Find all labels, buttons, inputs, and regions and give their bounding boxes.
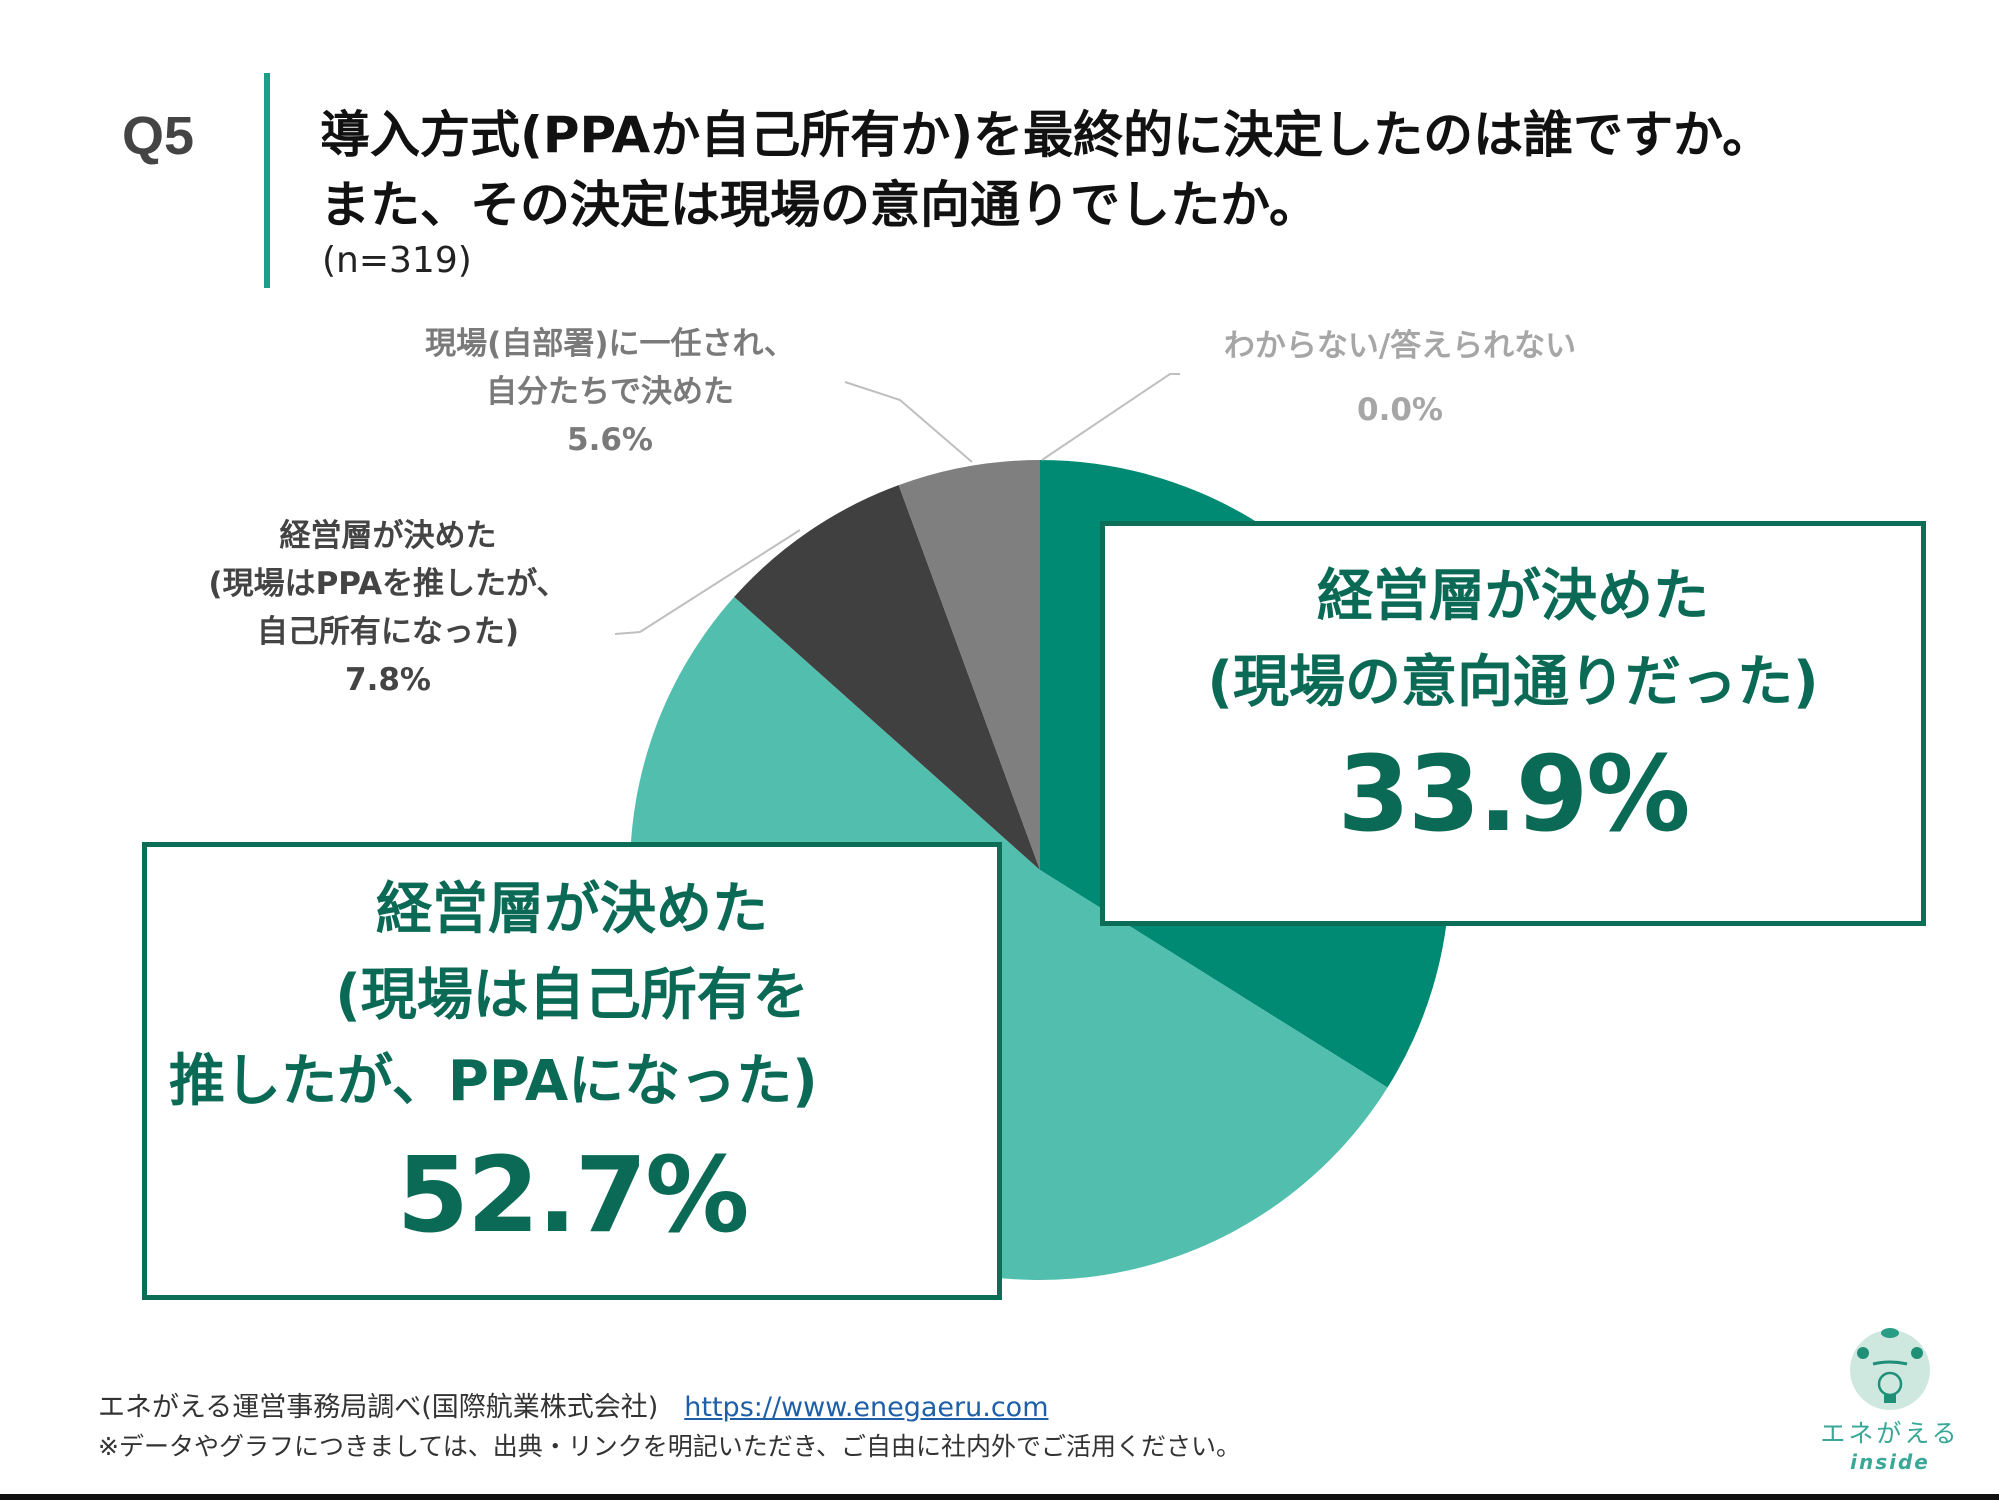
callout-text: (現場は自己所有を — [335, 963, 809, 1028]
callout-text: (現場の意向通りだった) — [1207, 650, 1819, 715]
leader-line-ppa-to-own — [614, 529, 801, 635]
source-text: エネがえる運営事務局調べ(国際航業株式会社) — [98, 1392, 659, 1423]
frog-bulb-icon — [1850, 1328, 1930, 1410]
label-text: 自分たちで決めた — [486, 374, 734, 410]
label-unknown: わからない/答えられない 0.0% — [1180, 322, 1620, 434]
label-text: 経営層が決めた — [279, 518, 497, 554]
question-title-line2: また、その決定は現場の意向通りでしたか。 — [320, 176, 1319, 234]
label-ppa-to-own: 経営層が決めた (現場はPPAを推したが、 自己所有になった) 7.8% — [168, 512, 608, 704]
label-value: 7.8% — [345, 662, 431, 698]
callout-as-intended: 経営層が決めた (現場の意向通りだった) 33.9% — [1100, 521, 1926, 926]
label-text: (現場はPPAを推したが、 — [208, 566, 568, 602]
callout-value: 52.7% — [396, 1134, 750, 1256]
slice-ppa-to-own — [734, 485, 1040, 870]
leader-line-site — [844, 381, 973, 463]
label-value: 5.6% — [567, 422, 653, 458]
sample-size: (n=319) — [322, 240, 472, 281]
source-link[interactable]: https://www.enegaeru.com — [684, 1392, 1049, 1423]
label-text: わからない/答えられない — [1223, 328, 1577, 364]
callout-value: 33.9% — [1337, 733, 1691, 855]
callout-own-to-ppa: 経営層が決めた (現場は自己所有を 推したが、PPAになった) 52.7% — [142, 842, 1002, 1300]
question-title-line1: 導入方式(PPAか自己所有か)を最終的に決定したのは誰ですか。 — [320, 106, 1773, 164]
source-line: エネがえる運営事務局調べ(国際航業株式会社) https://www.enegae… — [98, 1385, 1049, 1424]
logo-text: エネがえる — [1820, 1419, 1960, 1448]
usage-note: ※データやグラフにつきましては、出典・リンクを明記いただき、ご自由に社内外でご活… — [98, 1432, 1241, 1461]
label-value: 0.0% — [1357, 392, 1443, 428]
accent-divider — [264, 73, 270, 288]
logo-subtext: inside — [1850, 1450, 1930, 1474]
label-text: 自己所有になった) — [256, 614, 520, 650]
bottom-rule — [0, 1494, 1999, 1500]
question-title: 導入方式(PPAか自己所有か)を最終的に決定したのは誰ですか。 また、その決定は… — [320, 100, 1772, 240]
callout-text: 経営層が決めた — [1317, 564, 1709, 629]
slice-site-decided — [898, 460, 1040, 870]
enegaeru-logo: エネがえる inside — [1810, 1320, 1970, 1480]
label-site-decided: 現場(自部署)に一任され、 自分たちで決めた 5.6% — [350, 320, 870, 464]
callout-text: 経営層が決めた — [376, 877, 768, 942]
callout-text: 推したが、PPAになった) — [169, 1049, 818, 1114]
label-text: 現場(自部署)に一任され、 — [425, 326, 795, 362]
leader-line-unknown — [1041, 373, 1180, 461]
question-number: Q5 — [122, 106, 195, 166]
